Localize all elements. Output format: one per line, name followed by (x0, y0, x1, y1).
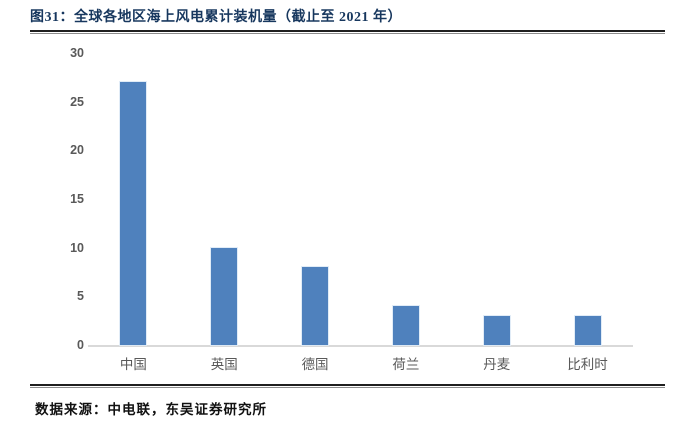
y-axis: 0 5 10 15 20 25 30 (0, 46, 84, 352)
x-axis: 中国 英国 德国 荷兰 丹麦 比利时 (88, 353, 633, 373)
bar-column (360, 53, 451, 345)
figure-title: 图31：全球各地区海上风电累计装机量（截止至 2021 年） (30, 10, 402, 25)
plot-area (88, 53, 633, 347)
x-category-label: 英国 (210, 357, 238, 372)
bar (574, 315, 601, 345)
bar-column (542, 53, 633, 345)
bar (302, 267, 329, 345)
y-tick-label: 0 (77, 338, 84, 352)
bar (120, 82, 147, 345)
bar-column (451, 53, 542, 345)
bar (211, 247, 238, 345)
bar-column (88, 53, 179, 345)
y-tick-label: 5 (77, 289, 84, 304)
bar-column (179, 53, 270, 345)
y-tick-label: 20 (70, 143, 84, 158)
footer-rule (30, 384, 665, 388)
x-category-label: 丹麦 (483, 357, 511, 372)
y-tick-label: 10 (70, 240, 84, 255)
bar (483, 315, 510, 345)
x-category-label: 德国 (301, 357, 329, 372)
bar (392, 306, 419, 345)
title-rule (30, 30, 665, 34)
y-tick-label: 25 (70, 94, 84, 109)
bar-column (270, 53, 361, 345)
x-category-label: 中国 (119, 357, 147, 372)
x-category-label: 荷兰 (392, 357, 420, 372)
y-tick-label: 30 (70, 46, 84, 60)
data-source: 数据来源：中电联，东吴证券研究所 (35, 402, 267, 417)
x-category-label: 比利时 (567, 357, 608, 372)
y-tick-label: 15 (70, 192, 84, 206)
